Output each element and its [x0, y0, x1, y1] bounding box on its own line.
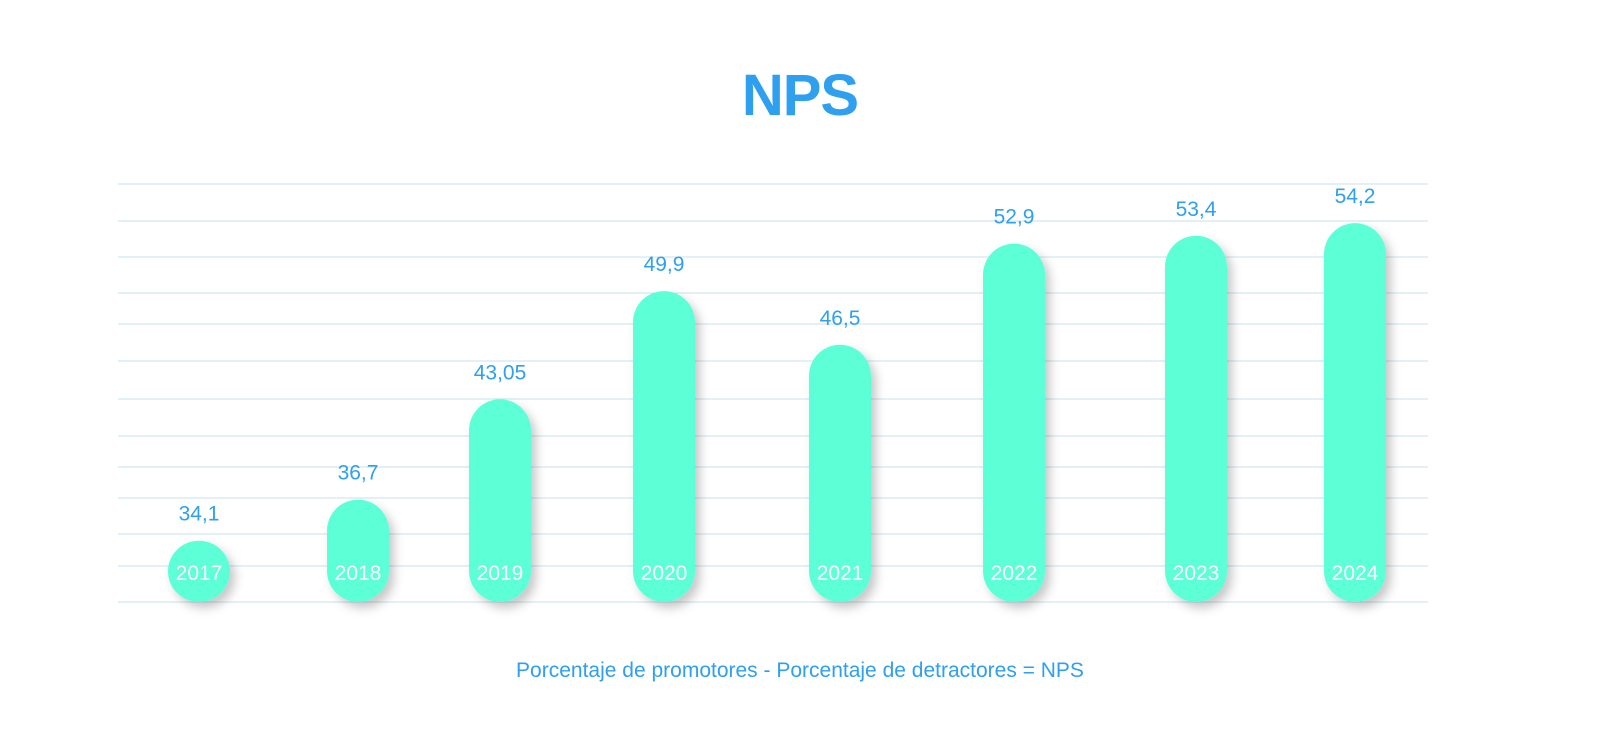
bar-2021	[809, 344, 871, 602]
value-label-2018: 36,7	[338, 462, 379, 485]
value-label-2022: 52,9	[994, 206, 1035, 229]
chart-footnote: Porcentaje de promotores - Porcentaje de…	[516, 659, 1084, 682]
value-label-2017: 34,1	[179, 503, 220, 526]
bar-2017	[168, 540, 230, 602]
bar-2018	[327, 499, 389, 602]
category-label-2024: 2024	[1332, 562, 1379, 585]
bar-2022	[983, 243, 1045, 602]
bar-2019	[469, 399, 531, 602]
chart-title: NPS	[741, 63, 859, 128]
bar-2023	[1165, 235, 1227, 602]
bar-2020	[633, 291, 695, 602]
bar-2024	[1324, 223, 1386, 602]
value-label-2023: 53,4	[1176, 198, 1217, 221]
category-label-2022: 2022	[991, 562, 1038, 585]
value-labels: 2017 34,1 2018 36,7 2019 43,05 2020 49,9 2021 46,…	[176, 185, 1379, 585]
category-label-2018: 2018	[335, 562, 382, 585]
category-label-2021: 2021	[817, 562, 864, 585]
value-label-2024: 54,2	[1335, 185, 1376, 208]
value-label-2020: 49,9	[644, 253, 685, 276]
category-label-2023: 2023	[1173, 562, 1220, 585]
category-label-2019: 2019	[477, 562, 524, 585]
gridlines	[118, 183, 1428, 603]
value-label-2021: 46,5	[820, 307, 861, 330]
bars	[168, 223, 1386, 602]
category-label-2017: 2017	[176, 562, 223, 585]
value-label-2019: 43,05	[474, 361, 527, 384]
category-label-2020: 2020	[641, 562, 688, 585]
